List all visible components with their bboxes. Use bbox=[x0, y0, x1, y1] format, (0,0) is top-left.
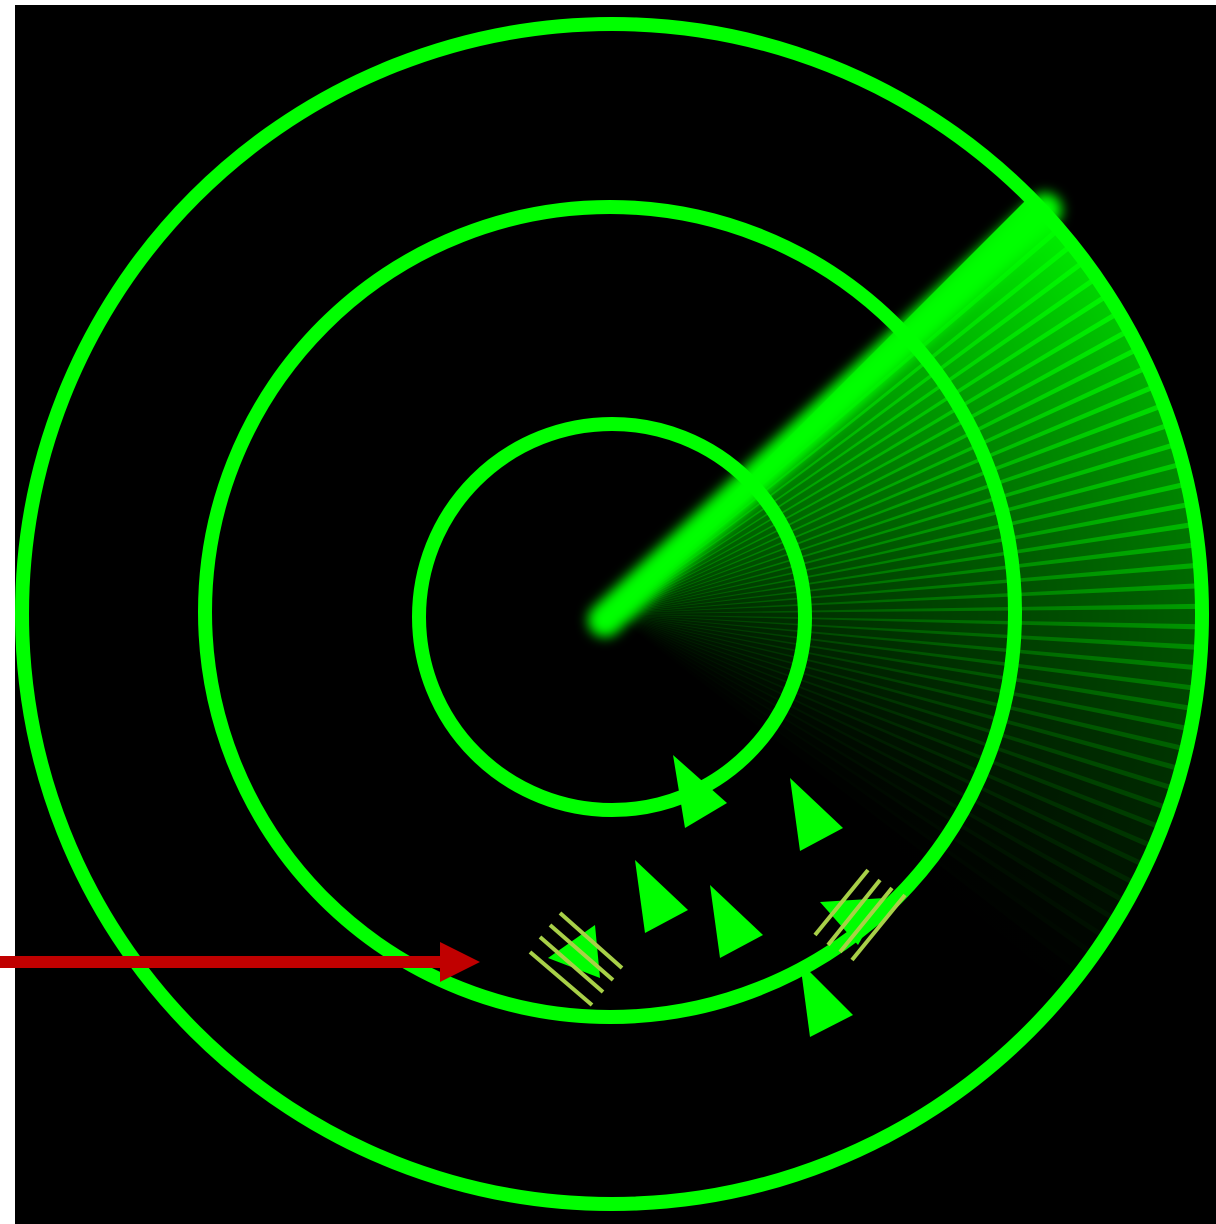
sweep-slice bbox=[612, 341, 1158, 614]
sweep-slice bbox=[612, 479, 1202, 614]
sweep-slice bbox=[612, 287, 1129, 614]
hatch-marks bbox=[528, 868, 907, 1007]
arrow-head bbox=[440, 942, 480, 982]
sweep-beam bbox=[588, 193, 1062, 637]
sweep-slice bbox=[612, 379, 1175, 614]
sweep-slice bbox=[612, 614, 1137, 928]
targets bbox=[548, 755, 885, 1037]
sweep-slice bbox=[612, 458, 1198, 614]
sweep-slice bbox=[612, 438, 1193, 614]
hatch bbox=[838, 886, 894, 954]
hatch bbox=[558, 911, 624, 970]
sweep-slice bbox=[612, 269, 1119, 614]
middle-ring bbox=[198, 200, 1022, 1024]
hatch bbox=[528, 950, 594, 1007]
sweep-slice bbox=[612, 418, 1188, 614]
hatch bbox=[548, 923, 615, 982]
hatch bbox=[538, 935, 605, 994]
target[interactable] bbox=[710, 885, 763, 958]
hatch bbox=[813, 868, 870, 937]
sweep-slice bbox=[612, 323, 1149, 614]
sweep-slice bbox=[612, 252, 1107, 614]
hatch bbox=[850, 893, 907, 962]
sweep-slice bbox=[612, 520, 1202, 614]
outer-ring bbox=[15, 17, 1209, 1211]
sweep-slice bbox=[612, 540, 1202, 614]
sweep-slice bbox=[612, 304, 1140, 614]
hatch bbox=[826, 878, 882, 947]
sweep-slice bbox=[612, 614, 1147, 910]
target[interactable] bbox=[800, 962, 853, 1037]
sweep-slice bbox=[612, 561, 1202, 614]
target[interactable] bbox=[790, 778, 843, 851]
target[interactable] bbox=[635, 860, 688, 933]
sweep-slice bbox=[612, 614, 1156, 892]
pointer-arrow bbox=[0, 942, 480, 982]
sweep-slice bbox=[612, 398, 1181, 614]
sweep-slice bbox=[612, 499, 1202, 614]
sweep-slice bbox=[612, 360, 1167, 614]
target[interactable] bbox=[673, 755, 727, 828]
sweep-slice bbox=[612, 614, 1127, 946]
inner-ring bbox=[412, 417, 812, 817]
